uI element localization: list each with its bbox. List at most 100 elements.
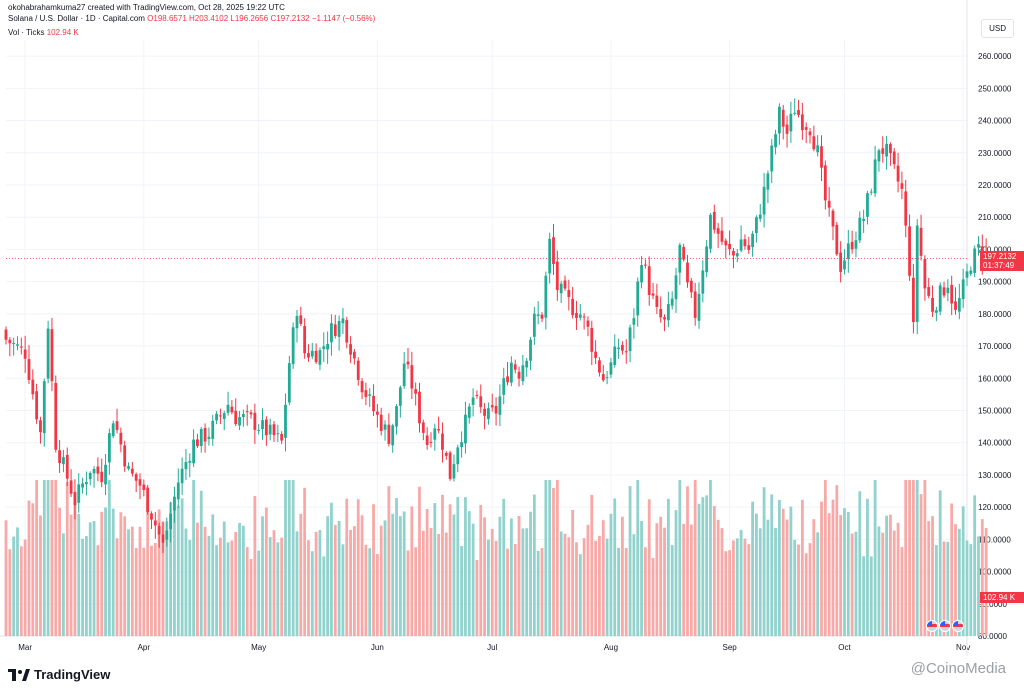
candle-body [720, 230, 724, 242]
volume-bar [548, 480, 552, 636]
candle-body [709, 214, 712, 249]
volume-bar [433, 503, 437, 636]
candle-body [724, 240, 728, 246]
volume-bar [770, 494, 774, 636]
candle-body [50, 329, 54, 382]
volume-bar [789, 506, 793, 636]
candle-body [831, 210, 835, 227]
candle-body [188, 461, 192, 463]
last-price-tag: 197.2132 01:37:49 [980, 251, 1024, 271]
volume-bar [632, 534, 636, 636]
volume-bar [307, 540, 310, 636]
volume-bar [950, 503, 954, 636]
candle-body [559, 283, 563, 294]
y-tick-label: 140.0000 [978, 439, 1012, 448]
volume-bar [81, 538, 84, 636]
bar-countdown: 01:37:49 [983, 261, 1015, 270]
candle-body [19, 346, 23, 348]
candle-body [663, 317, 666, 320]
symbol-name[interactable]: Solana / U.S. Dollar · 1D · Capital.com [8, 14, 145, 23]
volume-bar [732, 540, 735, 636]
candle-body [35, 391, 39, 420]
volume-bar [115, 538, 119, 636]
volume-bar [751, 501, 754, 636]
volume-bar [249, 558, 253, 636]
candle-body [774, 134, 777, 148]
candle-body [226, 404, 230, 413]
candle-body [739, 239, 743, 251]
volume-bar [820, 501, 823, 636]
candle-body [942, 287, 946, 296]
volume-bar [869, 556, 873, 636]
volume-bar [330, 502, 333, 636]
candle-body [494, 406, 498, 414]
candle-body [391, 425, 395, 446]
candle-body [498, 396, 502, 415]
volume-bar [196, 522, 199, 636]
candle-body [280, 433, 284, 441]
candle-body [115, 421, 119, 430]
candle-body [479, 396, 483, 408]
volume-bar [138, 526, 142, 636]
volume-bar [781, 508, 785, 636]
volume-bar [310, 551, 314, 636]
y-tick-label: 180.0000 [978, 310, 1012, 319]
candle-body [758, 214, 762, 219]
volume-bar [682, 523, 686, 636]
candle-body [268, 424, 272, 435]
volume-value: 102.94 K [46, 28, 79, 37]
candle-body [138, 479, 142, 486]
volume-bar [479, 504, 483, 636]
volume-bar [391, 513, 395, 636]
us-flag-icon[interactable] [926, 620, 938, 632]
candle-body [777, 106, 781, 134]
candle-body [257, 429, 261, 431]
volume-bar [207, 535, 211, 636]
currency-button[interactable]: USD [981, 19, 1014, 38]
volume-bar [892, 530, 896, 636]
volume-bar [659, 516, 663, 636]
candle-body [341, 318, 345, 324]
volume-bar [150, 545, 153, 636]
tradingview-logo[interactable]: TradingView [8, 667, 110, 682]
volume-bar [858, 491, 862, 636]
candle-body [184, 461, 188, 470]
volume-bar [92, 521, 96, 636]
candle-body [552, 237, 555, 265]
volume-bar [134, 548, 138, 636]
volume-bar [532, 494, 536, 636]
candle-body [284, 404, 287, 438]
candle-body [532, 313, 536, 337]
event-flags[interactable] [926, 620, 964, 632]
us-flag-icon[interactable] [939, 620, 951, 632]
candle-body [199, 428, 203, 446]
candle-body [475, 394, 479, 396]
candle-body [728, 243, 732, 250]
volume-bar [850, 533, 854, 636]
candle-body [701, 270, 705, 294]
volume-bar [655, 523, 659, 636]
volume-bar [709, 480, 712, 636]
volume-bar [866, 498, 869, 636]
volume-bar [716, 519, 720, 636]
candle-body [119, 432, 123, 445]
candle-body [58, 450, 62, 464]
candle-body [287, 363, 291, 403]
volume-bar [938, 490, 942, 636]
volume-label[interactable]: Vol · Ticks [8, 28, 45, 37]
candle-body [337, 320, 341, 337]
volume-bar [104, 507, 107, 636]
candle-body [712, 211, 716, 230]
volume-bar [670, 545, 674, 636]
volume-bar [934, 545, 938, 636]
candle-body [433, 428, 437, 440]
volume-bar [280, 537, 284, 636]
candle-body [326, 343, 330, 350]
us-flag-icon[interactable] [952, 620, 964, 632]
volume-bar [701, 497, 705, 636]
volume-bar [42, 480, 46, 636]
volume-bar [85, 536, 88, 636]
volume-bar [211, 514, 215, 636]
volume-bar [222, 521, 226, 636]
